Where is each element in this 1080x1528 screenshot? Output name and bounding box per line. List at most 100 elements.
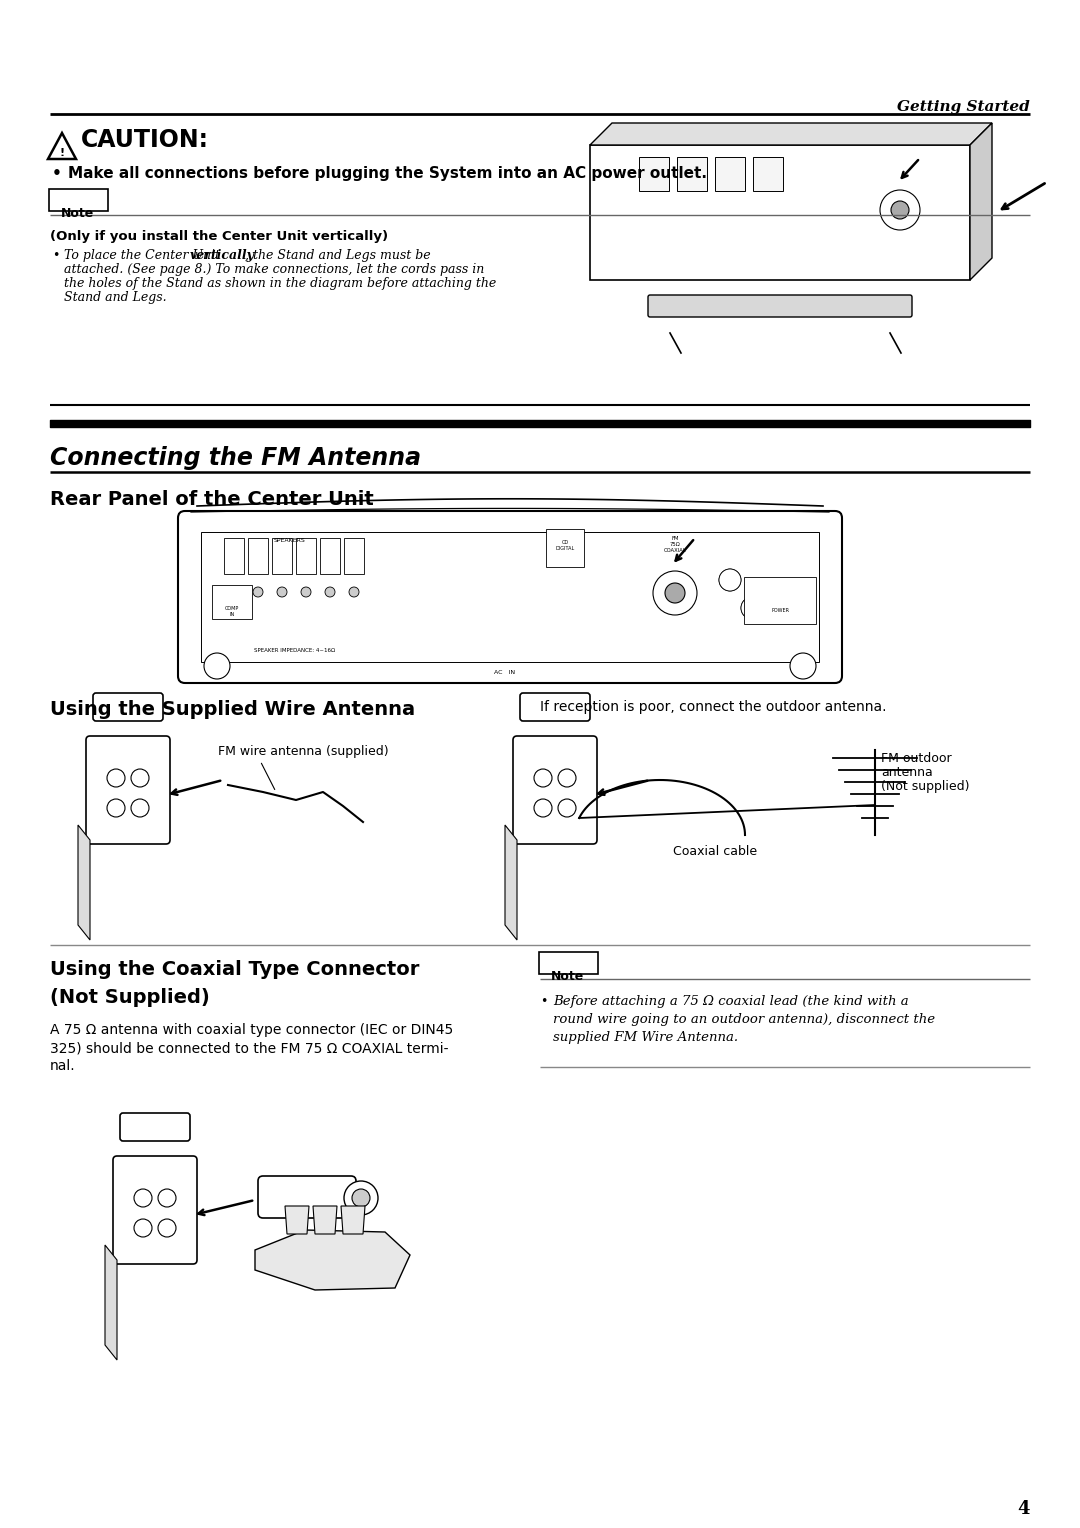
Circle shape [891, 202, 909, 219]
Text: •: • [540, 995, 548, 1008]
Text: (Only if you install the Center Unit vertically): (Only if you install the Center Unit ver… [50, 231, 388, 243]
Text: (Not supplied): (Not supplied) [881, 779, 970, 793]
Circle shape [345, 1181, 378, 1215]
Text: Note: Note [62, 206, 95, 220]
Circle shape [301, 587, 311, 597]
Circle shape [325, 587, 335, 597]
Polygon shape [341, 1206, 365, 1235]
Text: supplied FM Wire Antenna.: supplied FM Wire Antenna. [553, 1031, 738, 1044]
Text: Using the Supplied Wire Antenna: Using the Supplied Wire Antenna [50, 700, 415, 720]
Circle shape [131, 799, 149, 817]
Text: To place the Center Unit: To place the Center Unit [64, 249, 224, 261]
FancyBboxPatch shape [201, 532, 819, 662]
Text: Coaxial cable: Coaxial cable [673, 845, 757, 859]
Circle shape [558, 769, 576, 787]
Text: round wire going to an outdoor antenna), disconnect the: round wire going to an outdoor antenna),… [553, 1013, 935, 1025]
FancyBboxPatch shape [715, 157, 745, 191]
Text: attached. (See page 8.) To make connections, let the cords pass in: attached. (See page 8.) To make connecti… [64, 263, 484, 277]
Polygon shape [48, 133, 76, 159]
FancyBboxPatch shape [258, 1177, 356, 1218]
FancyBboxPatch shape [513, 736, 597, 843]
Circle shape [158, 1189, 176, 1207]
Circle shape [276, 587, 287, 597]
FancyBboxPatch shape [224, 538, 244, 575]
Text: A 75 Ω antenna with coaxial type connector (IEC or DIN45: A 75 Ω antenna with coaxial type connect… [50, 1024, 454, 1038]
Polygon shape [255, 1230, 410, 1290]
Circle shape [253, 587, 264, 597]
Text: POWER: POWER [771, 608, 789, 613]
Text: (Not Supplied): (Not Supplied) [50, 989, 210, 1007]
Circle shape [229, 587, 239, 597]
Text: Make all connections before plugging the System into an AC power outlet.: Make all connections before plugging the… [68, 167, 707, 180]
FancyBboxPatch shape [590, 145, 970, 280]
Circle shape [880, 189, 920, 231]
Text: AC   IN: AC IN [495, 669, 515, 675]
Circle shape [741, 597, 762, 619]
Text: FM
75Ω
COAXIAL: FM 75Ω COAXIAL [663, 536, 687, 553]
Text: SPEAKERS: SPEAKERS [274, 538, 306, 542]
FancyBboxPatch shape [539, 952, 598, 973]
Text: Getting Started: Getting Started [897, 99, 1030, 115]
Polygon shape [970, 122, 993, 280]
FancyBboxPatch shape [212, 585, 252, 619]
FancyBboxPatch shape [345, 538, 364, 575]
Circle shape [134, 1219, 152, 1238]
FancyBboxPatch shape [519, 694, 590, 721]
Text: Note: Note [552, 970, 584, 983]
Text: Using the Coaxial Type Connector: Using the Coaxial Type Connector [50, 960, 419, 979]
Text: FM wire antenna (supplied): FM wire antenna (supplied) [218, 746, 389, 790]
Text: 325) should be connected to the FM 75 Ω COAXIAL termi-: 325) should be connected to the FM 75 Ω … [50, 1041, 448, 1054]
FancyBboxPatch shape [677, 157, 707, 191]
Circle shape [107, 799, 125, 817]
Circle shape [665, 584, 685, 604]
FancyBboxPatch shape [113, 1157, 197, 1264]
Text: Before attaching a 75 Ω coaxial lead (the kind with a: Before attaching a 75 Ω coaxial lead (th… [553, 995, 908, 1008]
Circle shape [789, 652, 816, 678]
FancyBboxPatch shape [648, 295, 912, 316]
Text: COMP
IN: COMP IN [225, 607, 239, 617]
Circle shape [134, 1189, 152, 1207]
FancyBboxPatch shape [639, 157, 669, 191]
Text: the holes of the Stand as shown in the diagram before attaching the: the holes of the Stand as shown in the d… [64, 277, 496, 290]
FancyBboxPatch shape [248, 538, 268, 575]
Circle shape [653, 571, 697, 614]
FancyBboxPatch shape [49, 189, 108, 211]
Circle shape [719, 568, 741, 591]
FancyBboxPatch shape [178, 510, 842, 683]
Circle shape [107, 769, 125, 787]
Text: •: • [52, 249, 59, 261]
Circle shape [158, 1219, 176, 1238]
FancyBboxPatch shape [744, 578, 816, 623]
Text: SPEAKER IMPEDANCE: 4~16Ω: SPEAKER IMPEDANCE: 4~16Ω [255, 648, 336, 652]
Text: nal.: nal. [50, 1059, 76, 1073]
FancyBboxPatch shape [320, 538, 340, 575]
FancyBboxPatch shape [272, 538, 292, 575]
Circle shape [131, 769, 149, 787]
Text: 4: 4 [1017, 1500, 1030, 1517]
Text: vertically: vertically [190, 249, 255, 261]
Polygon shape [505, 825, 517, 940]
FancyBboxPatch shape [86, 736, 170, 843]
FancyBboxPatch shape [93, 694, 163, 721]
Text: Stand and Legs.: Stand and Legs. [64, 290, 166, 304]
FancyBboxPatch shape [546, 529, 584, 567]
Circle shape [719, 568, 741, 591]
Text: Connecting the FM Antenna: Connecting the FM Antenna [50, 446, 421, 471]
FancyBboxPatch shape [753, 157, 783, 191]
Text: !: ! [59, 148, 65, 157]
FancyBboxPatch shape [120, 1112, 190, 1141]
Text: FM outdoor: FM outdoor [881, 752, 951, 766]
Polygon shape [78, 825, 90, 940]
Circle shape [349, 587, 359, 597]
Text: CAUTION:: CAUTION: [81, 128, 210, 151]
Text: , the Stand and Legs must be: , the Stand and Legs must be [245, 249, 431, 261]
Circle shape [534, 799, 552, 817]
Text: antenna: antenna [881, 766, 933, 779]
Polygon shape [313, 1206, 337, 1235]
Polygon shape [285, 1206, 309, 1235]
Circle shape [534, 769, 552, 787]
Text: CD
DIGITAL: CD DIGITAL [555, 539, 575, 550]
Polygon shape [105, 1245, 117, 1360]
Text: If reception is poor, connect the outdoor antenna.: If reception is poor, connect the outdoo… [540, 700, 887, 714]
Circle shape [204, 652, 230, 678]
